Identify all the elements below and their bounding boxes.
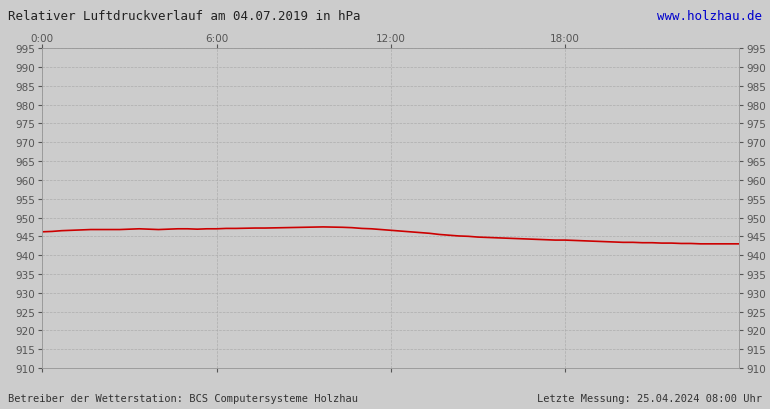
Text: Relativer Luftdruckverlauf am 04.07.2019 in hPa: Relativer Luftdruckverlauf am 04.07.2019…	[8, 10, 360, 23]
Text: www.holzhau.de: www.holzhau.de	[658, 10, 762, 23]
Text: Betreiber der Wetterstation: BCS Computersysteme Holzhau: Betreiber der Wetterstation: BCS Compute…	[8, 393, 358, 403]
Text: Letzte Messung: 25.04.2024 08:00 Uhr: Letzte Messung: 25.04.2024 08:00 Uhr	[537, 393, 762, 403]
